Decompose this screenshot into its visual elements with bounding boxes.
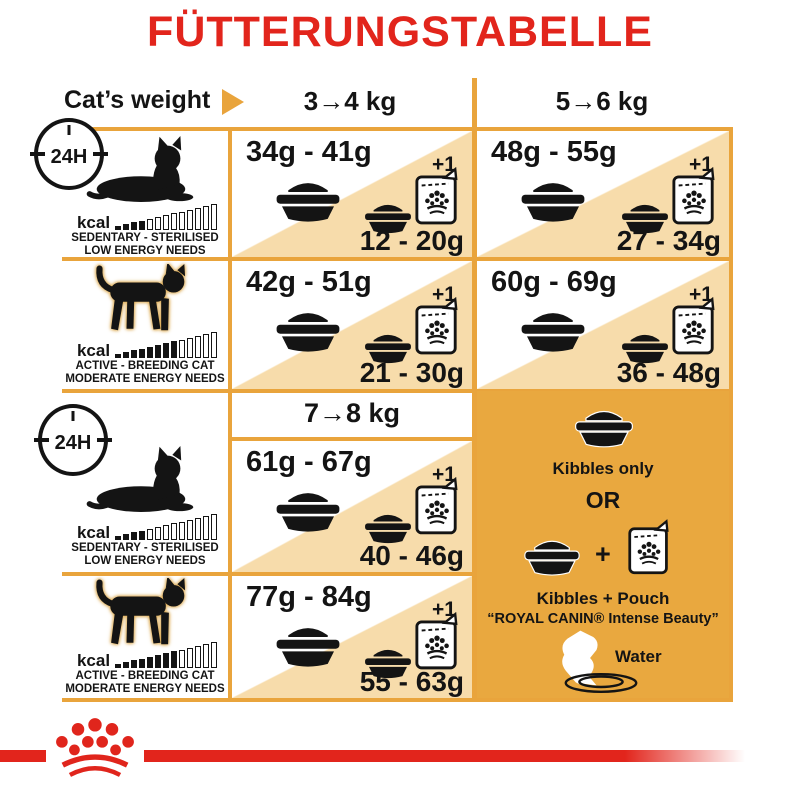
pouch-icon	[671, 167, 717, 227]
pouch-amount: 36 - 48g	[616, 357, 721, 388]
kibbles-amount: 48g - 55g	[491, 136, 617, 168]
cell-7-8kg-sedentary: 61g - 67g +1 40 - 46g	[232, 441, 472, 572]
pouch-icon	[671, 297, 717, 357]
or-label: OR	[585, 487, 621, 513]
pouch-icon	[414, 167, 460, 227]
small-bowl-icon	[613, 199, 677, 237]
grid-line-col1	[228, 127, 232, 702]
profile-active: kcal ACTIVE - BREEDING CAT MODERATE ENER…	[62, 264, 228, 386]
cats-weight-label: Cat’s weight	[64, 86, 211, 114]
mixed-feeding-panel: Kibbles only OR + Kibbles + Pouch “ROYAL…	[477, 391, 729, 698]
pouch-amount: 40 - 46g	[359, 540, 464, 571]
clock-24h-label: 24H	[50, 145, 88, 168]
water-label: Water	[615, 647, 662, 666]
profile-line2: MODERATE ENERGY NEEDS	[65, 373, 225, 385]
pouch-icon	[414, 477, 460, 537]
small-bowl-icon	[356, 199, 420, 237]
red-divider-line	[0, 750, 46, 762]
grid-line-subheader	[228, 437, 476, 441]
grid-line-row2	[62, 389, 733, 393]
weight-header-3-4kg: 3→4 kg	[303, 86, 397, 116]
cell-7-8kg-active: 77g - 84g +1 55 - 63g	[232, 576, 472, 698]
pouch-icon	[414, 612, 460, 672]
bowl-icon	[515, 535, 589, 579]
kcal-bars-icon	[115, 332, 218, 358]
clock-24h-label: 24H	[54, 431, 92, 454]
kcal-label: kcal	[76, 523, 111, 542]
profile-line1: ACTIVE - BREEDING CAT	[75, 360, 215, 372]
kcal-bars-icon	[115, 514, 218, 540]
kibbles-amount: 77g - 84g	[246, 581, 372, 613]
bowl-icon	[262, 485, 354, 537]
cell-3-4kg-active: 42g - 51g +1 21 - 30g	[232, 261, 472, 389]
kibbles-amount: 60g - 69g	[491, 266, 617, 298]
profile-active: kcal ACTIVE - BREEDING CAT MODERATE ENER…	[62, 578, 228, 696]
small-bowl-icon	[613, 329, 677, 367]
kcal-label: kcal	[76, 651, 111, 670]
bowl-icon	[565, 405, 643, 451]
clock-tick	[67, 125, 71, 135]
kcal-bars-icon	[115, 642, 218, 668]
kibbles-only-label: Kibbles only	[552, 459, 654, 478]
plus-one-label: +1	[689, 153, 713, 176]
clock-24h-icon: 24H	[30, 118, 108, 190]
plus-one-label: +1	[432, 463, 456, 486]
pouch-icon	[627, 519, 671, 577]
plus-one-label: +1	[689, 283, 713, 306]
small-bowl-icon	[356, 329, 420, 367]
cell-5-6kg-sedentary: 48g - 55g +1 27 - 34g	[477, 131, 729, 257]
profile-line1: SEDENTARY - STERILISED	[71, 542, 219, 554]
kibbles-amount: 61g - 67g	[246, 446, 372, 478]
clock-24h-icon: 24H	[34, 404, 112, 476]
small-bowl-icon	[356, 644, 420, 682]
plus-sign: +	[595, 539, 611, 569]
cell-3-4kg-sedentary: 34g - 41g +1 12 - 20g	[232, 131, 472, 257]
kcal-label: kcal	[76, 213, 111, 232]
profile-line2: MODERATE ENERGY NEEDS	[65, 683, 225, 695]
profile-line1: ACTIVE - BREEDING CAT	[75, 670, 215, 682]
bowl-icon	[262, 305, 354, 357]
weight-header-7-8kg: 7→8 kg	[303, 398, 401, 428]
cat-walking-icon	[74, 264, 216, 338]
plus-one-label: +1	[432, 283, 456, 306]
grid-line-row1	[62, 257, 733, 261]
pouch-amount: 21 - 30g	[359, 357, 464, 388]
cell-5-6kg-active: 60g - 69g +1 36 - 48g	[477, 261, 729, 389]
clock-tick	[71, 411, 75, 421]
kcal-label: kcal	[76, 341, 111, 360]
small-bowl-icon	[356, 509, 420, 547]
product-name: “ROYAL CANIN® Intense Beauty”	[487, 611, 719, 627]
bowl-icon	[262, 175, 354, 227]
plus-one-label: +1	[432, 598, 456, 621]
royal-canin-crown-logo	[47, 715, 143, 783]
kcal-bars-icon	[115, 204, 218, 230]
weight-header-5-6kg: 5→6 kg	[555, 86, 649, 116]
bowl-icon	[262, 620, 354, 672]
profile-sedentary: kcal SEDENTARY - STERILISED LOW ENERGY N…	[62, 136, 228, 258]
grid-line-col2	[472, 78, 477, 702]
bowl-icon	[507, 305, 599, 357]
profile-line2: LOW ENERGY NEEDS	[84, 555, 206, 567]
plus-one-label: +1	[432, 153, 456, 176]
profile-line1: SEDENTARY - STERILISED	[71, 232, 219, 244]
grid-line-bottom	[62, 698, 733, 702]
weight-arrow-icon	[222, 89, 244, 115]
grid-line-top	[62, 127, 733, 131]
water-dish-icon	[555, 671, 647, 695]
kibbles-pouch-label: Kibbles + Pouch	[536, 589, 670, 608]
pouch-icon	[414, 297, 460, 357]
bowl-icon	[507, 175, 599, 227]
kibbles-amount: 42g - 51g	[246, 266, 372, 298]
grid-line-right	[729, 127, 733, 702]
profile-sedentary: kcal SEDENTARY - STERILISED LOW ENERGY N…	[62, 446, 228, 568]
page-title: FÜTTERUNGSTABELLE	[147, 8, 653, 56]
red-divider-line	[144, 750, 745, 762]
grid-line-row3	[62, 572, 476, 576]
kibbles-amount: 34g - 41g	[246, 136, 372, 168]
profile-line2: LOW ENERGY NEEDS	[84, 245, 206, 257]
